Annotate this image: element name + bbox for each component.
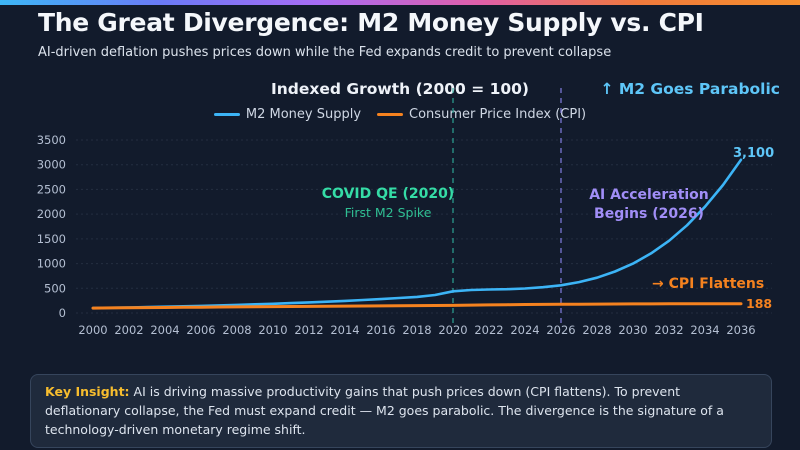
- annotation-covid-qe: COVID QE (2020) First M2 Spike: [318, 186, 458, 220]
- x-axis-tick-label: 2006: [186, 323, 215, 337]
- annotation-m2-goes-parabolic: ↑ M2 Goes Parabolic: [600, 80, 780, 98]
- line-chart: 0 500 1000 1500 2000 2500 3000 3500 2000 2002 2004…: [37, 88, 772, 337]
- annotation-covid-qe-title: COVID QE (2020): [321, 186, 455, 202]
- x-axis-tick-label: 2024: [510, 323, 539, 337]
- x-axis-tick-label: 2030: [618, 323, 647, 337]
- annotation-cpi-flattens: → CPI Flattens: [652, 276, 765, 292]
- key-insight-box: Key Insight: AI is driving massive produ…: [30, 374, 772, 449]
- y-axis-tick-label: 2500: [37, 182, 66, 196]
- y-axis-tick-label: 1500: [37, 232, 66, 246]
- chart-title: Indexed Growth (2000 = 100): [270, 80, 530, 98]
- key-insight-text: AI is driving massive productivity gains…: [45, 384, 724, 437]
- x-axis-tick-label: 2022: [474, 323, 503, 337]
- x-axis-tick-label: 2008: [222, 323, 251, 337]
- annotation-covid-qe-subtitle: First M2 Spike: [344, 205, 432, 220]
- legend-label-m2: M2 Money Supply: [245, 107, 362, 122]
- annotation-ai-acceleration: AI Acceleration Begins (2026): [589, 187, 709, 222]
- y-axis-tick-label: 3000: [37, 158, 66, 172]
- m2-end-value-label: 3,100: [733, 146, 775, 161]
- x-axis-tick-label: 2010: [258, 323, 287, 337]
- x-axis-tick-label: 2032: [654, 323, 683, 337]
- y-axis-tick-label: 1000: [37, 257, 66, 271]
- y-axis-tick-label: 0: [59, 306, 66, 320]
- accent-gradient-bar: [0, 0, 800, 5]
- x-axis-tick-label: 2016: [366, 323, 395, 337]
- x-axis-tick-label: 2000: [78, 323, 107, 337]
- x-axis-tick-label: 2004: [150, 323, 179, 337]
- page-subtitle: AI-driven deflation pushes prices down w…: [38, 45, 612, 60]
- x-axis-tick-label: 2028: [582, 323, 611, 337]
- x-axis-tick-label: 2034: [690, 323, 719, 337]
- legend-item-m2: M2 Money Supply: [213, 107, 362, 122]
- series-line-1: [91, 302, 743, 310]
- y-axis-tick-label: 2000: [37, 207, 66, 221]
- cpi-end-value-label: 188: [746, 296, 773, 311]
- x-axis-tick-label: 2020: [438, 323, 467, 337]
- y-axis-tick-label: 500: [44, 281, 66, 295]
- page-title: The Great Divergence: M2 Money Supply vs…: [38, 8, 704, 37]
- x-axis-tick-label: 2026: [546, 323, 575, 337]
- x-axis-tick-label: 2012: [294, 323, 323, 337]
- m2-line-swatch-icon: [213, 113, 240, 116]
- x-axis-tick-label: 2002: [114, 323, 143, 337]
- x-axis-tick-label: 2036: [726, 323, 755, 337]
- cpi-line-swatch-icon: [377, 113, 404, 116]
- x-axis-tick-label: 2018: [402, 323, 431, 337]
- key-insight-label: Key Insight:: [45, 384, 130, 399]
- y-axis-tick-label: 3500: [37, 133, 66, 147]
- series-line-0: [91, 158, 743, 310]
- x-axis-tick-label: 2014: [330, 323, 359, 337]
